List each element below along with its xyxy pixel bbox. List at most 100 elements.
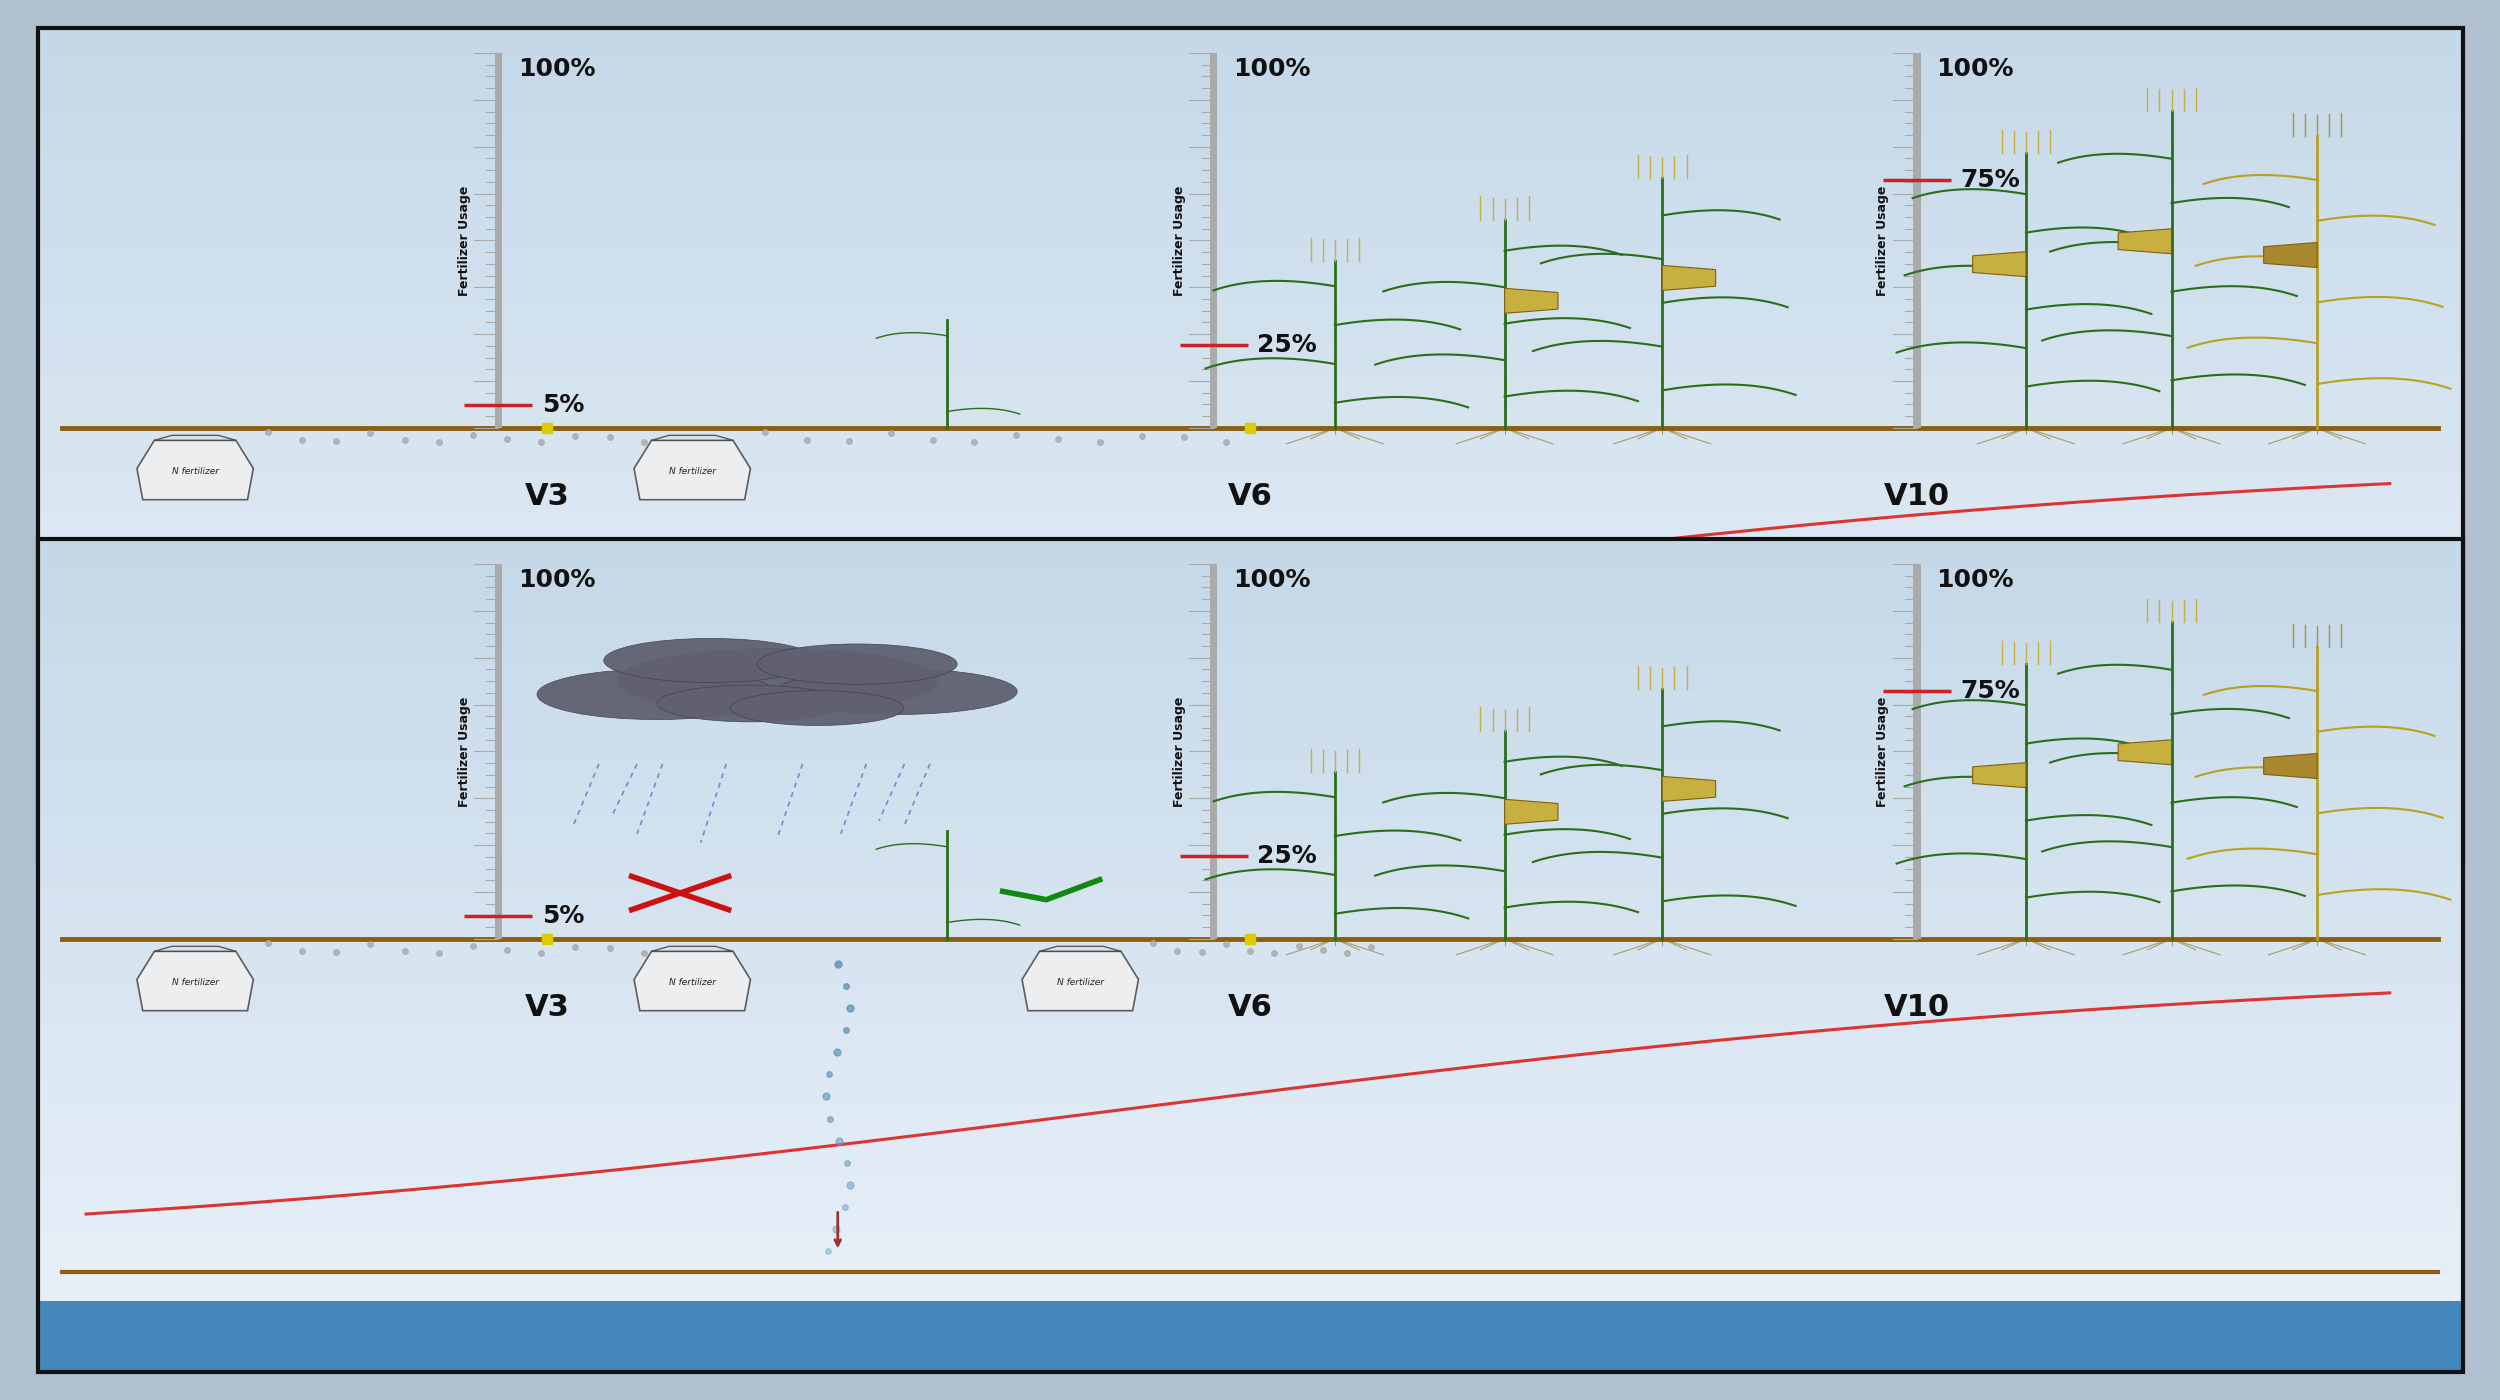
Bar xyxy=(38,251,2462,265)
Bar xyxy=(38,1344,2462,1358)
Bar xyxy=(38,1095,2462,1109)
Polygon shape xyxy=(1505,288,1558,314)
Bar xyxy=(38,734,2462,748)
Bar xyxy=(38,486,2462,500)
Text: V6: V6 xyxy=(1228,482,1272,511)
Bar xyxy=(38,445,2462,458)
Bar xyxy=(38,84,2462,98)
Text: Fertilizer Usage: Fertilizer Usage xyxy=(1878,696,1890,806)
Bar xyxy=(38,844,2462,858)
Bar xyxy=(38,361,2462,375)
Text: 100%: 100% xyxy=(518,568,595,592)
Bar xyxy=(38,802,2462,816)
Text: 100%: 100% xyxy=(1232,57,1310,81)
Bar xyxy=(38,237,2462,251)
Text: V10: V10 xyxy=(1885,993,1950,1022)
Bar xyxy=(38,1177,2462,1191)
Bar xyxy=(38,1191,2462,1205)
Bar xyxy=(38,1330,2462,1344)
Text: Fertilizer Usage: Fertilizer Usage xyxy=(1878,185,1890,295)
Bar xyxy=(38,819,2462,833)
Polygon shape xyxy=(1662,266,1715,290)
Bar xyxy=(1210,564,1218,939)
Bar xyxy=(1210,53,1218,428)
Text: V6: V6 xyxy=(1228,993,1272,1022)
Bar xyxy=(38,900,2462,914)
Bar xyxy=(38,1149,2462,1163)
Text: V3: V3 xyxy=(525,482,570,511)
Bar xyxy=(1912,53,1920,428)
Bar xyxy=(38,553,2462,567)
Bar xyxy=(38,694,2462,708)
Bar xyxy=(38,1011,2462,1025)
Polygon shape xyxy=(652,946,732,952)
Bar xyxy=(38,403,2462,417)
Bar xyxy=(38,1123,2462,1135)
Ellipse shape xyxy=(730,690,905,725)
Bar xyxy=(38,305,2462,319)
Bar xyxy=(38,70,2462,84)
Ellipse shape xyxy=(538,669,778,720)
Bar xyxy=(38,265,2462,279)
Bar xyxy=(38,319,2462,333)
Bar xyxy=(38,638,2462,652)
Bar xyxy=(38,622,2462,636)
Bar xyxy=(38,1205,2462,1219)
Polygon shape xyxy=(652,435,732,441)
Polygon shape xyxy=(635,952,750,1011)
Bar xyxy=(38,431,2462,445)
Polygon shape xyxy=(155,946,235,952)
Bar xyxy=(38,778,2462,791)
Bar xyxy=(38,692,2462,706)
Bar xyxy=(38,886,2462,900)
Polygon shape xyxy=(2118,228,2172,253)
Bar xyxy=(38,847,2462,861)
Bar xyxy=(38,652,2462,666)
Text: Fertilizer Usage: Fertilizer Usage xyxy=(458,696,470,806)
Bar xyxy=(38,539,2462,553)
Text: V10: V10 xyxy=(1885,482,1950,511)
Bar xyxy=(38,914,2462,928)
Bar xyxy=(38,833,2462,847)
Bar xyxy=(38,139,2462,153)
Bar xyxy=(38,1358,2462,1372)
Bar xyxy=(38,708,2462,722)
Bar xyxy=(38,598,2462,610)
Bar xyxy=(38,1135,2462,1149)
Bar xyxy=(38,528,2462,542)
Text: 25%: 25% xyxy=(1258,333,1318,357)
Text: 5%: 5% xyxy=(542,904,585,928)
Bar xyxy=(495,53,502,428)
Bar xyxy=(38,609,2462,622)
Text: 100%: 100% xyxy=(518,57,595,81)
Bar xyxy=(38,1067,2462,1081)
Bar xyxy=(38,567,2462,581)
Polygon shape xyxy=(2262,242,2318,267)
Bar xyxy=(38,277,2462,291)
Bar xyxy=(38,748,2462,762)
Bar xyxy=(38,816,2462,830)
Text: N fertilizer: N fertilizer xyxy=(1058,979,1105,987)
Bar xyxy=(38,750,2462,764)
Bar xyxy=(38,584,2462,598)
Polygon shape xyxy=(1972,252,2025,277)
Bar xyxy=(38,720,2462,734)
Bar xyxy=(38,167,2462,181)
Bar xyxy=(38,1053,2462,1067)
Bar xyxy=(38,98,2462,112)
Polygon shape xyxy=(138,952,252,1011)
Ellipse shape xyxy=(758,644,958,685)
Bar xyxy=(38,1109,2462,1123)
Bar xyxy=(38,181,2462,195)
Bar xyxy=(38,595,2462,609)
Ellipse shape xyxy=(618,648,938,713)
Ellipse shape xyxy=(778,669,1018,714)
Polygon shape xyxy=(2262,753,2318,778)
Bar xyxy=(38,762,2462,776)
Bar xyxy=(38,56,2462,70)
Bar xyxy=(38,805,2462,819)
Bar xyxy=(38,28,2462,42)
Bar xyxy=(38,291,2462,305)
Text: 5%: 5% xyxy=(542,393,585,417)
Text: Fertilizer Usage: Fertilizer Usage xyxy=(1172,185,1185,295)
